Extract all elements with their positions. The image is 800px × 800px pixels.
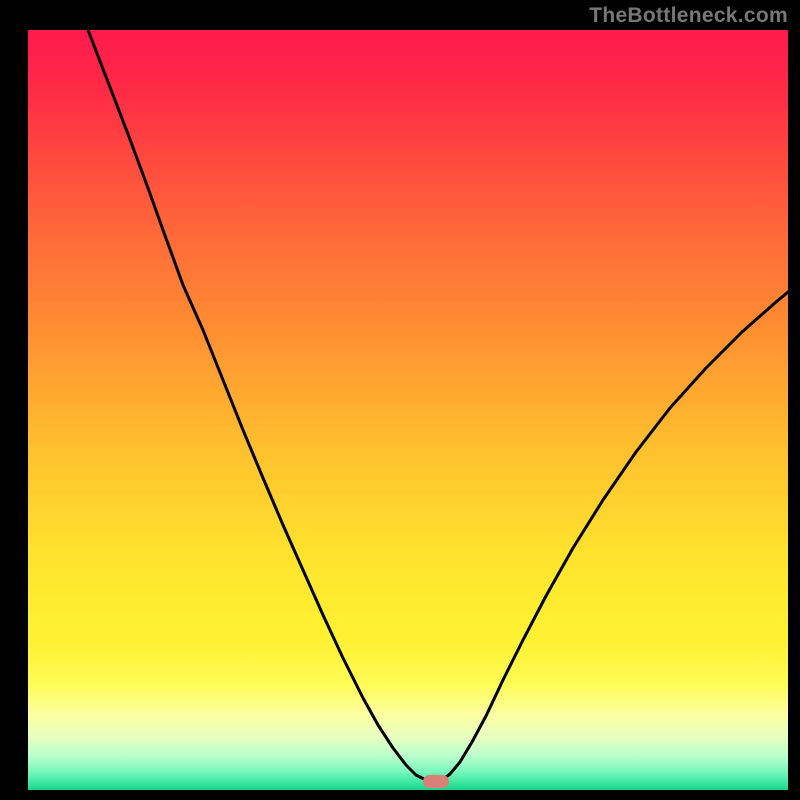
watermark-text: TheBottleneck.com: [589, 4, 788, 28]
chart-container: TheBottleneck.com: [0, 0, 800, 800]
plot-area: [28, 30, 788, 790]
minimum-marker: [423, 775, 449, 788]
curve-svg: [28, 30, 788, 790]
